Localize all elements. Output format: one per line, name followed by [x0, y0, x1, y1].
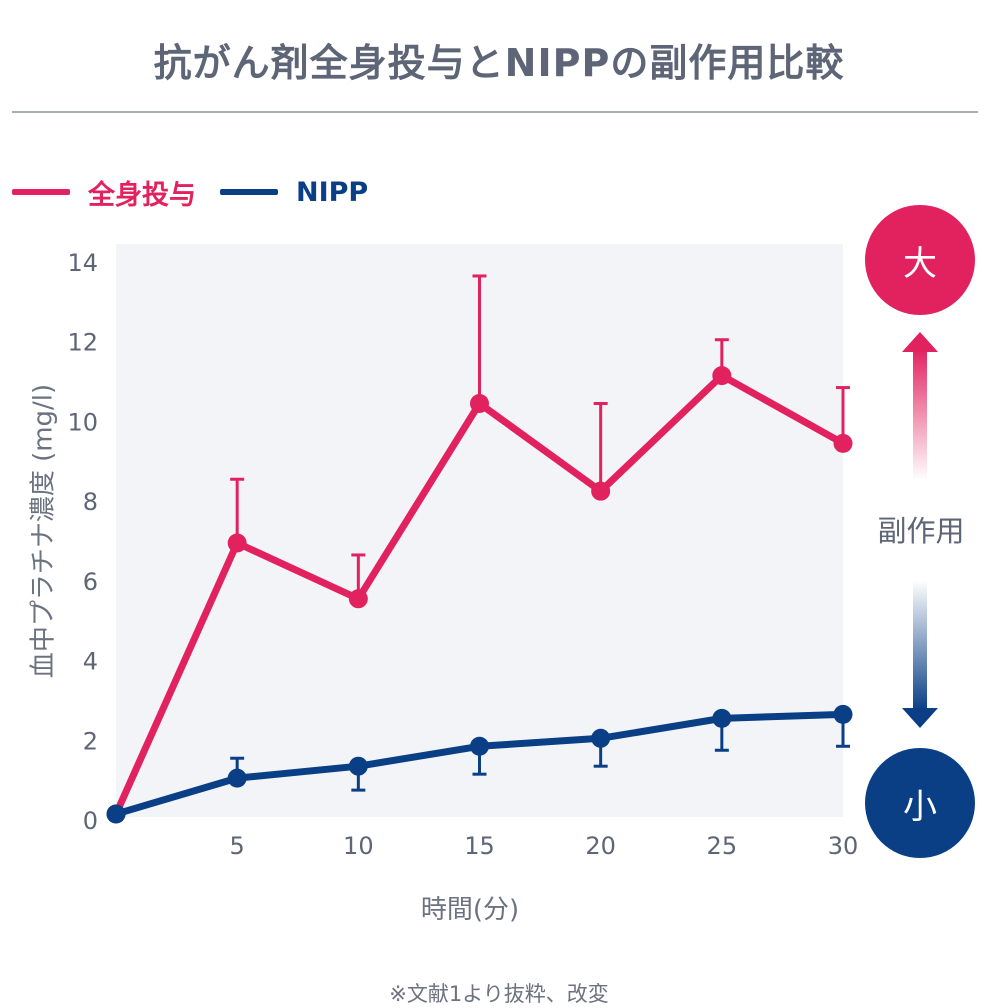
- x-tick-label: 25: [707, 832, 738, 860]
- y-tick-label: 8: [83, 488, 98, 516]
- up-arrow-shaft: [913, 348, 927, 480]
- y-tick-label: 14: [67, 249, 98, 277]
- x-tick-label: 15: [464, 832, 495, 860]
- scale-small-label: 小: [903, 786, 937, 827]
- data-point: [833, 433, 853, 453]
- series-systemic: [106, 274, 853, 824]
- footnote: ※文献1より抜粋、改変: [389, 982, 609, 1006]
- y-tick-label: 2: [83, 727, 98, 755]
- y-tick-labels: 0 2 4 6 8 10 12 14: [67, 249, 98, 835]
- x-tick-label: 20: [585, 832, 616, 860]
- data-point: [712, 708, 732, 728]
- legend-swatch-systemic: [12, 189, 70, 195]
- y-tick-label: 12: [67, 329, 98, 357]
- data-point: [348, 756, 368, 776]
- side-effect-label: 副作用: [877, 514, 965, 548]
- data-point: [470, 394, 489, 413]
- legend-item-nipp: NIPP: [220, 177, 368, 208]
- data-point: [227, 768, 247, 788]
- y-tick-label: 4: [83, 648, 98, 676]
- up-arrow-head: [902, 332, 938, 352]
- y-tick-label: 10: [67, 408, 98, 436]
- legend-item-systemic: 全身投与: [12, 173, 196, 212]
- data-point: [470, 736, 489, 756]
- title-divider: [12, 111, 978, 113]
- y-axis-label: 血中プラチナ濃度 (mg/l): [29, 384, 59, 678]
- data-point: [833, 704, 853, 724]
- scale-large-label: 大: [903, 243, 937, 284]
- x-tick-label: 30: [828, 832, 859, 860]
- data-point: [712, 366, 732, 386]
- x-tick-label: 5: [230, 832, 245, 860]
- series-nipp: [106, 704, 853, 824]
- legend-label-nipp: NIPP: [296, 176, 369, 208]
- x-axis-label: 時間(分): [421, 895, 519, 925]
- y-tick-label: 6: [83, 568, 98, 596]
- x-tick-label: 10: [343, 832, 374, 860]
- scale-small-badge: 小: [865, 748, 975, 858]
- x-tick-labels: 5 10 15 20 25 30: [230, 832, 859, 860]
- chart-legend: 全身投与 NIPP: [12, 172, 392, 212]
- legend-label-systemic: 全身投与: [88, 179, 196, 211]
- series-layer: [106, 274, 853, 824]
- data-point: [227, 533, 247, 553]
- scale-large-badge: 大: [865, 205, 975, 315]
- legend-swatch-nipp: [220, 189, 278, 195]
- data-point: [106, 804, 126, 824]
- down-arrow-shaft: [913, 580, 927, 710]
- y-tick-label: 0: [83, 807, 98, 835]
- data-point: [591, 728, 611, 748]
- data-point: [348, 589, 368, 609]
- data-point: [591, 481, 611, 501]
- chart-title: 抗がん剤全身投与とNIPPの副作用比較: [153, 41, 845, 85]
- down-arrow-head: [902, 708, 938, 728]
